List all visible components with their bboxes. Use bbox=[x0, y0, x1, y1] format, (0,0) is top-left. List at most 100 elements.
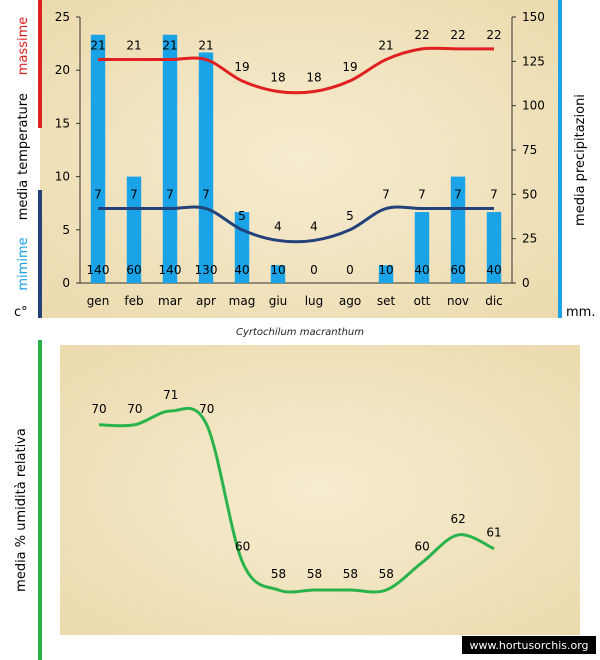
mimime-data-label: 7 bbox=[418, 188, 426, 202]
min-temp-label: mimime bbox=[16, 237, 31, 290]
massime-data-label: 21 bbox=[90, 39, 105, 53]
humidity-data-label: 60 bbox=[235, 539, 250, 553]
right-tick-label: 25 bbox=[522, 232, 537, 246]
mimime-data-label: 5 bbox=[346, 209, 354, 223]
rain-bar bbox=[162, 34, 178, 283]
bottom-chart-background bbox=[60, 345, 580, 635]
x-tick-label: nov bbox=[447, 294, 469, 308]
humidity-data-label: 70 bbox=[127, 402, 142, 416]
mimime-data-label: 4 bbox=[310, 219, 318, 233]
rain-data-label: 140 bbox=[159, 263, 182, 277]
rain-bar bbox=[198, 52, 214, 283]
humidity-line-path bbox=[98, 406, 495, 594]
rain-bar bbox=[450, 176, 466, 283]
mimime-data-label: 7 bbox=[166, 188, 174, 202]
watermark: www.hortusorchis.org bbox=[469, 639, 588, 652]
massime-data-label: 22 bbox=[486, 28, 501, 42]
temperature-lines bbox=[97, 46, 494, 244]
x-tick-label: mar bbox=[158, 294, 182, 308]
x-tick-label: set bbox=[377, 294, 396, 308]
rain-data-label: 40 bbox=[414, 263, 429, 277]
humidity-data-label: 58 bbox=[379, 567, 394, 581]
top-chart-background bbox=[40, 0, 560, 318]
humidity-data-label: 71 bbox=[163, 388, 178, 402]
right-tick-label: 50 bbox=[522, 187, 537, 201]
watermark-box bbox=[462, 636, 596, 654]
humidity-data-label: 70 bbox=[199, 402, 214, 416]
rain-bar bbox=[378, 265, 394, 283]
rain-axis-label: media precipitazioni bbox=[573, 94, 588, 226]
left-tick-label: 15 bbox=[55, 116, 70, 130]
x-tick-label: ott bbox=[414, 294, 431, 308]
right-tick-label: 0 bbox=[522, 276, 530, 290]
x-tick-label: gen bbox=[87, 294, 110, 308]
top-data-labels: 21 21 21 21 19 18 18 19 21 22 22 22 7 7 7 7 5 4 4 5 7 7 7 7 140 6… bbox=[87, 28, 502, 277]
massime-data-label: 18 bbox=[306, 70, 321, 84]
rain-data-label: 10 bbox=[270, 263, 285, 277]
rain-data-label: 140 bbox=[87, 263, 110, 277]
mimime-data-label: 7 bbox=[202, 188, 210, 202]
massime-data-label: 21 bbox=[162, 39, 177, 53]
right-tick-label: 150 bbox=[522, 10, 545, 24]
x-tick-label: ago bbox=[339, 294, 361, 308]
x-tick-label: apr bbox=[196, 294, 216, 308]
mimime-data-label: 7 bbox=[94, 188, 102, 202]
humidity-data-label: 58 bbox=[271, 567, 286, 581]
rain-bar bbox=[270, 265, 286, 283]
humidity-data-label: 58 bbox=[307, 567, 322, 581]
rain-data-label: 60 bbox=[126, 263, 141, 277]
massime-data-label: 19 bbox=[342, 60, 357, 74]
massime-data-label: 22 bbox=[450, 28, 465, 42]
x-tick-label: dic bbox=[485, 294, 503, 308]
humidity-data-label: 60 bbox=[415, 539, 430, 553]
left-tick-label: 0 bbox=[62, 276, 70, 290]
mimime-data-label: 7 bbox=[130, 188, 138, 202]
massime-data-label: 22 bbox=[414, 28, 429, 42]
humidity-data-label: 62 bbox=[450, 512, 465, 526]
mimime-data-label: 7 bbox=[454, 188, 462, 202]
rain-bar bbox=[90, 34, 106, 283]
rain-bars bbox=[90, 34, 502, 283]
mimime-line bbox=[98, 205, 494, 244]
right-tick-label: 100 bbox=[522, 99, 545, 113]
mimime-data-label: 7 bbox=[382, 188, 390, 202]
humidity-data-label: 70 bbox=[91, 402, 106, 416]
x-tick-label: feb bbox=[124, 294, 143, 308]
humidity-axis-label: media % umidità relativa bbox=[14, 428, 29, 592]
rain-bar bbox=[486, 212, 502, 283]
massime-data-label: 19 bbox=[234, 60, 249, 74]
left-unit-label: c° bbox=[14, 305, 28, 320]
x-tick-label: mag bbox=[229, 294, 256, 308]
massime-data-label: 21 bbox=[198, 39, 213, 53]
rain-data-label: 60 bbox=[450, 263, 465, 277]
humidity-data-labels: 70 70 71 70 60 58 58 58 58 60 62 61 bbox=[91, 388, 501, 581]
right-unit-label: mm. bbox=[566, 305, 595, 320]
rain-data-label: 0 bbox=[310, 263, 318, 277]
species-caption: Cyrtochilum macranthum bbox=[236, 327, 364, 338]
rain-data-label: 40 bbox=[486, 263, 501, 277]
left-tick-label: 20 bbox=[55, 63, 70, 77]
mimime-data-label: 4 bbox=[274, 219, 282, 233]
mimime-data-label: 7 bbox=[490, 188, 498, 202]
mimime-data-label: 5 bbox=[238, 209, 246, 223]
humidity-line bbox=[98, 406, 495, 594]
temperature-label-word: temperature bbox=[16, 93, 31, 175]
max-temp-label: massime bbox=[16, 17, 31, 75]
right-tick-label: 125 bbox=[522, 54, 545, 68]
humidity-data-label: 61 bbox=[486, 526, 501, 540]
left-tick-label: 25 bbox=[55, 10, 70, 24]
massime-data-label: 21 bbox=[378, 39, 393, 53]
rain-data-label: 10 bbox=[378, 263, 393, 277]
massime-data-label: 21 bbox=[126, 39, 141, 53]
left-tick-label: 5 bbox=[62, 223, 70, 237]
left-tick-label: 10 bbox=[55, 170, 70, 184]
temperature-label-media: media bbox=[16, 180, 31, 221]
rain-bar bbox=[414, 212, 430, 283]
massime-data-label: 18 bbox=[270, 70, 285, 84]
massime-line bbox=[97, 46, 494, 95]
right-tick-label: 75 bbox=[522, 143, 537, 157]
x-tick-label: giu bbox=[269, 294, 288, 308]
rain-data-label: 130 bbox=[195, 263, 218, 277]
